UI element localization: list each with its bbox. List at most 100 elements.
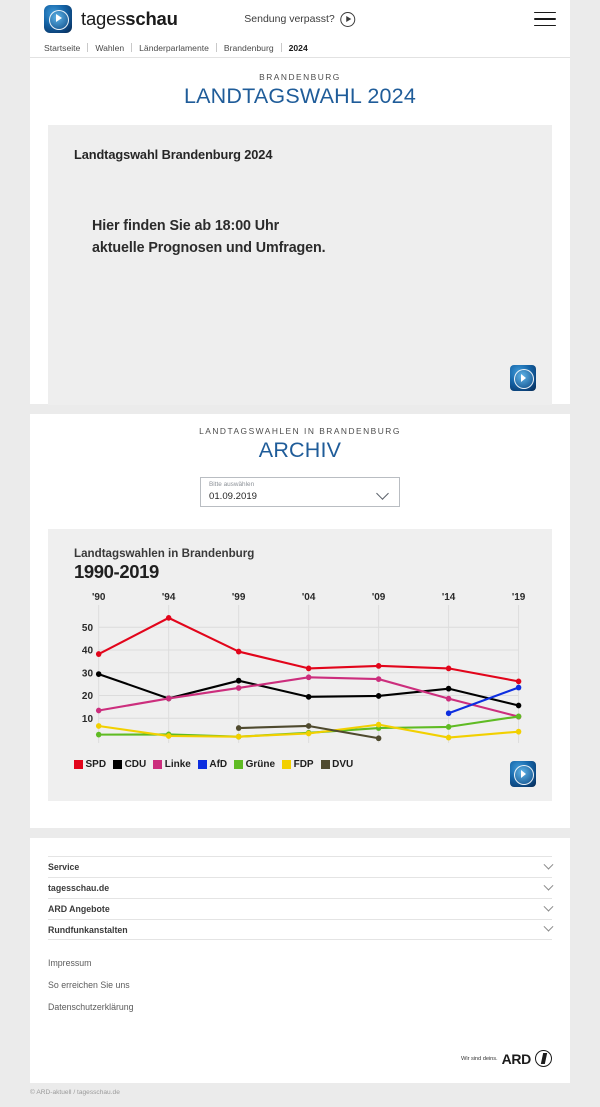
data-point-fdp (515, 728, 522, 735)
data-point-spd (445, 665, 452, 672)
y-axis-tick-label: 40 (82, 645, 93, 656)
footer-accordion-ard-angebote[interactable]: ARD Angebote (48, 898, 554, 919)
burger-line (534, 18, 556, 20)
legend-swatch-cdu (113, 760, 123, 769)
hamburger-menu-icon[interactable] (534, 11, 556, 27)
legend-swatch-spd (74, 760, 83, 769)
footer-accordion-label: tagesschau.de (48, 883, 110, 893)
chart-title: 1990-2019 (74, 561, 159, 582)
teaser-card-title: Landtagswahl Brandenburg 2024 (74, 147, 273, 162)
data-point-spd (375, 662, 382, 669)
breadcrumb-item-brandenburg[interactable]: Brandenburg (223, 42, 274, 53)
archive-kicker: LANDTAGSWAHLEN IN BRANDENBURG (199, 426, 401, 436)
legend-item-cdu: CDU (113, 759, 146, 770)
chart-legend: SPD CDU Linke AfD Grüne FDP DVU (48, 755, 552, 770)
data-point-grüne (95, 731, 102, 738)
y-axis-tick-label: 30 (82, 668, 93, 679)
breadcrumb-separator (215, 43, 217, 52)
data-point-cdu (445, 685, 452, 692)
x-axis-tick-label: '19 (512, 592, 526, 603)
brand-wordmark: tagesschau (81, 8, 178, 30)
breadcrumb-item-l-nderparlamente[interactable]: Länderparlamente (139, 42, 209, 53)
footer-accordion-list: Service tagesschau.de ARD Angebote Rundfunk… (48, 838, 554, 940)
data-point-spd (515, 678, 522, 685)
data-point-fdp (165, 733, 172, 739)
data-point-grüne (515, 713, 522, 720)
chevron-down-icon[interactable] (543, 921, 554, 932)
teaser-kicker: BRANDENBURG (259, 72, 341, 82)
legend-item-grüne: Grüne (234, 759, 275, 770)
ard-logo-icon (535, 1050, 552, 1067)
select-floating-label: Bitte auswählen (209, 481, 255, 488)
tagesschau-logo-icon (44, 5, 72, 33)
series-line-afd (447, 686, 520, 715)
chart-svg: '90 '94 '99 '04 '09 '14 '19 10 20 30 40 50 (82, 592, 526, 743)
data-point-cdu (305, 693, 312, 700)
chevron-down-icon[interactable] (543, 901, 554, 912)
teaser-body-line-2: aktuelle Prognosen und Umfragen. (92, 240, 326, 257)
data-point-fdp (445, 734, 452, 741)
copyright-text: © ARD-aktuell / tagesschau.de (30, 1089, 120, 1096)
election-date-select[interactable]: Bitte auswählen 01.09.2019 (200, 477, 400, 507)
data-point-spd (165, 614, 172, 621)
footer-accordion-service[interactable]: Service (48, 856, 554, 877)
breadcrumb-separator (87, 43, 89, 52)
breadcrumb-item-wahlen[interactable]: Wahlen (95, 42, 125, 53)
x-axis-tick-label: '04 (302, 592, 316, 603)
legend-swatch-fdp (282, 760, 292, 769)
line-chart-plot: '90 '94 '99 '04 '09 '14 '19 10 20 30 40 50 (74, 591, 530, 755)
y-axis-tick-label: 50 (82, 623, 93, 634)
legend-item-afd: AfD (197, 759, 228, 770)
x-axis-tick-label: '99 (232, 592, 246, 603)
footer-accordion-label: Rundfunkanstalten (48, 924, 128, 935)
data-point-fdp (305, 730, 312, 737)
tagesschau-brand-link[interactable]: tagesschau (44, 5, 178, 33)
legend-item-linke: Linke (153, 759, 191, 770)
site-header: tagesschau Sendung verpasst? Startseite W… (30, 0, 570, 60)
data-point-afd (515, 684, 522, 691)
play-circle-icon[interactable] (340, 11, 356, 27)
data-point-linke (445, 695, 452, 702)
chevron-down-icon[interactable] (376, 487, 389, 500)
data-point-spd (95, 651, 102, 657)
legend-label: FDP (293, 759, 314, 770)
breadcrumb-item-startseite[interactable]: Startseite (44, 42, 81, 53)
x-axis-tick-label: '90 (92, 592, 106, 603)
ard-claim-text: Wir sind deins. (461, 1055, 498, 1062)
legend-label: AfD (209, 759, 228, 770)
footer-link-impressum[interactable]: Impressum (48, 958, 92, 968)
page-title: LANDTAGSWAHL 2024 (183, 84, 417, 108)
footer-link-datenschutzerkl-rung[interactable]: Datenschutzerklärung (48, 1002, 134, 1012)
chevron-down-icon[interactable] (543, 859, 554, 870)
data-point-spd (235, 648, 242, 655)
legend-item-dvu: DVU (320, 759, 354, 770)
legend-label: DVU (332, 759, 354, 770)
ard-wordmark: ARD (501, 1050, 532, 1067)
footer-link-so-erreichen-sie-uns[interactable]: So erreichen Sie uns (48, 980, 130, 990)
data-point-fdp (95, 723, 102, 729)
legend-label: CDU (124, 759, 147, 770)
footer-accordion-label: Service (48, 862, 80, 872)
missed-broadcast-link[interactable]: Sendung verpasst? (244, 11, 356, 27)
chart-subtitle: Landtagswahlen in Brandenburg (74, 547, 255, 560)
legend-label: SPD (85, 759, 107, 770)
data-point-cdu (235, 677, 242, 684)
archive-chart-card: Landtagswahlen in Brandenburg 1990-2019 … (48, 529, 552, 801)
data-point-dvu (235, 725, 242, 731)
x-axis-tick-label: '94 (162, 592, 176, 603)
y-axis-tick-label: 20 (82, 691, 93, 702)
brand-suffix: schau (125, 8, 178, 29)
legend-swatch-linke (153, 760, 163, 769)
burger-line (534, 24, 556, 27)
data-point-linke (235, 685, 242, 691)
breadcrumb-separator (280, 43, 282, 52)
legend-item-fdp: FDP (282, 759, 314, 770)
x-axis-tick-label: '09 (372, 592, 386, 603)
footer-accordion-tagesschau-de[interactable]: tagesschau.de (48, 877, 554, 898)
chevron-down-icon[interactable] (543, 880, 554, 891)
legend-label: Linke (164, 759, 191, 770)
breadcrumb-separator (131, 43, 133, 52)
legend-label: Grüne (245, 759, 276, 770)
footer-accordion-rundfunkanstalten[interactable]: Rundfunkanstalten (48, 919, 554, 940)
data-point-afd (445, 710, 452, 717)
